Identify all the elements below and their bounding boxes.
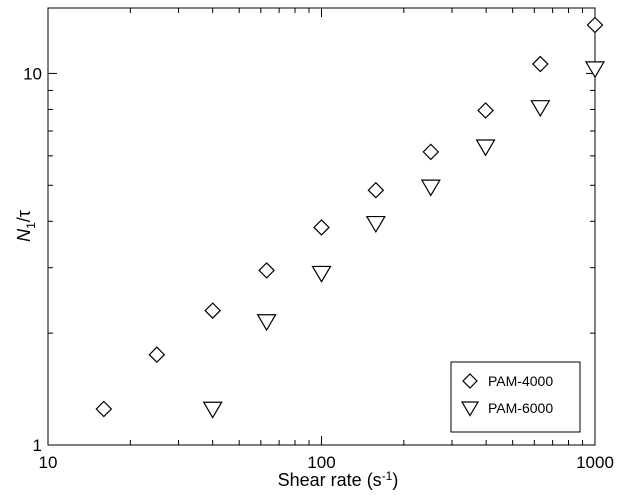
triangle-point <box>475 139 496 157</box>
data-marks <box>95 16 606 419</box>
y-axis-title-subscript: 1 <box>24 222 38 229</box>
x-tick-label: 10 <box>39 453 58 472</box>
diamond-point <box>367 181 385 199</box>
y-tick-label: 1 <box>33 436 42 455</box>
diamond-point <box>258 262 275 279</box>
triangle-point <box>584 61 606 79</box>
diamond-point <box>313 219 330 236</box>
series-pam-6000 <box>202 61 606 419</box>
y-axis-title: N1/τ <box>14 210 38 242</box>
diamond-point <box>95 400 113 418</box>
triangle-point <box>365 215 386 234</box>
legend-marker-diamond <box>462 373 478 389</box>
legend-label: PAM-6000 <box>488 400 553 416</box>
diamond-point <box>204 302 222 319</box>
diamond-point <box>477 102 494 119</box>
triangle-point <box>311 265 332 283</box>
y-tick-label: 10 <box>23 64 42 83</box>
triangle-point <box>256 314 277 332</box>
x-tick-label: 1000 <box>576 453 614 472</box>
x-axis-title-superscript: -1 <box>382 469 393 483</box>
triangle-point <box>530 100 551 118</box>
legend-box <box>450 361 581 433</box>
axis-ticks <box>47 8 596 446</box>
legend-label: PAM-4000 <box>488 373 553 389</box>
triangle-point <box>420 179 441 197</box>
x-tick-label: 100 <box>307 453 335 472</box>
legend-marker-triangle-down <box>460 401 480 417</box>
diamond-point <box>531 55 549 73</box>
diamond-point <box>422 143 440 161</box>
diamond-point <box>148 346 166 364</box>
triangle-point <box>202 401 223 419</box>
series-pam-4000 <box>95 16 604 418</box>
diamond-point <box>586 16 604 34</box>
x-axis-title: Shear rate (s-1) <box>278 469 399 490</box>
legend: PAM-4000 PAM-6000 <box>450 361 581 433</box>
